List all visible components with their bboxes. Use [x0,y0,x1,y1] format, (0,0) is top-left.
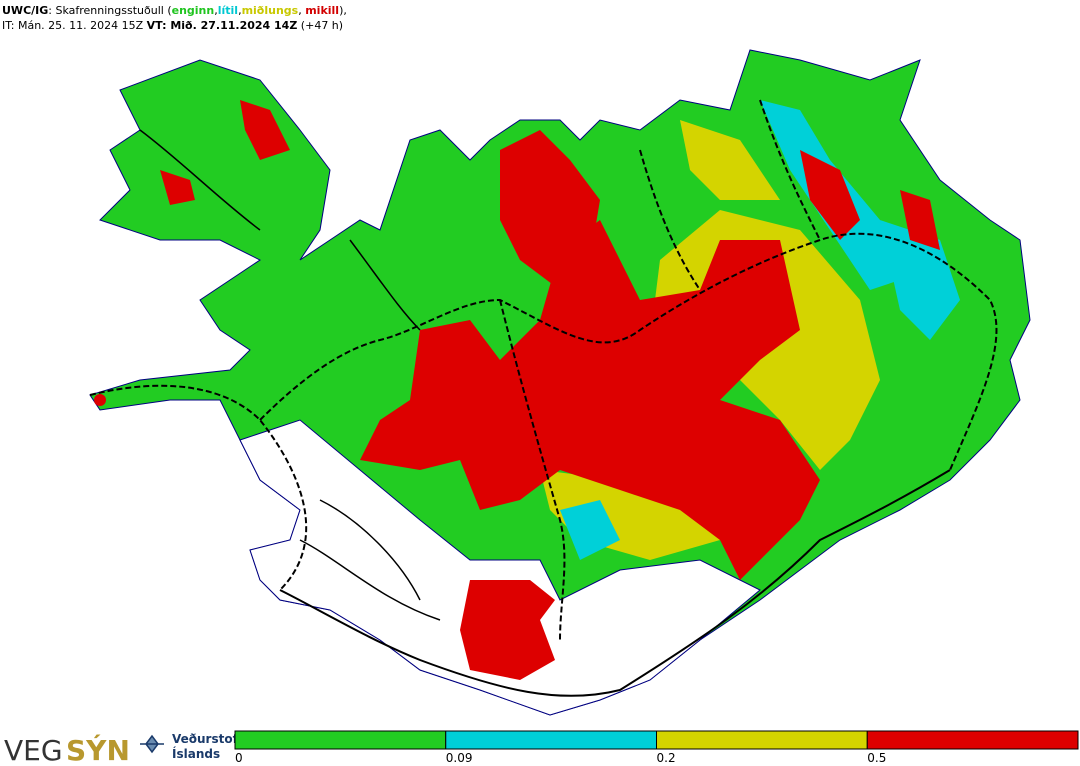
logo-text: Veðurstofa [172,732,246,746]
yellow-zone [680,120,780,200]
header-text: enginn [171,4,215,17]
logo-text: VEG [4,734,63,766]
header-text: miðlungs [241,4,299,17]
red-zone [800,150,860,240]
header-line: IT: Mán. 25. 11. 2024 15Z VT: Mið. 27.11… [2,19,343,32]
legend-label: 0 [235,751,243,765]
red-zone [460,580,555,680]
no-data-area [239,419,761,716]
legend-label: 0.09 [446,751,473,765]
header-text: : Skafrenningsstuðull ( [48,4,172,17]
logo-text: Íslands [172,746,220,761]
legend-label: 0.5 [867,751,886,765]
cyan-zone [560,500,620,560]
red-zone [160,170,195,205]
header-text: VT: [146,19,167,32]
legend-swatch [445,730,657,750]
header-text: mikill [305,4,340,17]
header-text: ), [339,4,347,17]
legend-swatch [656,730,868,750]
red-zone [900,190,940,250]
header-text: lítil [217,4,239,17]
legend-label: 0.2 [657,751,676,765]
header-text: Mið. 27.11.2024 14Z [166,19,298,32]
header-text: , [238,4,242,17]
red-zone [240,100,290,160]
header-text: UWC/IG [2,4,49,17]
logo-icon [140,734,164,754]
header-text: (+47 h) [297,19,344,32]
red-zone [500,130,600,290]
red-zone [94,394,106,406]
roads [89,99,998,697]
legend-swatch [866,730,1079,750]
logo-text: SÝN [66,733,130,766]
footer: VEG SÝN Veðurstofa Íslands 0 0.09 0.2 0.5 [4,730,1079,766]
header-line: UWC/IG: Skafrenningsstuðull (enginn,líti… [2,4,347,17]
header-text: IT: Mán. 25. 11. 2024 15Z [2,19,147,32]
header-text: , [214,4,218,17]
legend-swatch [234,730,447,750]
red-zone [360,220,820,580]
header-text: , [298,4,306,17]
